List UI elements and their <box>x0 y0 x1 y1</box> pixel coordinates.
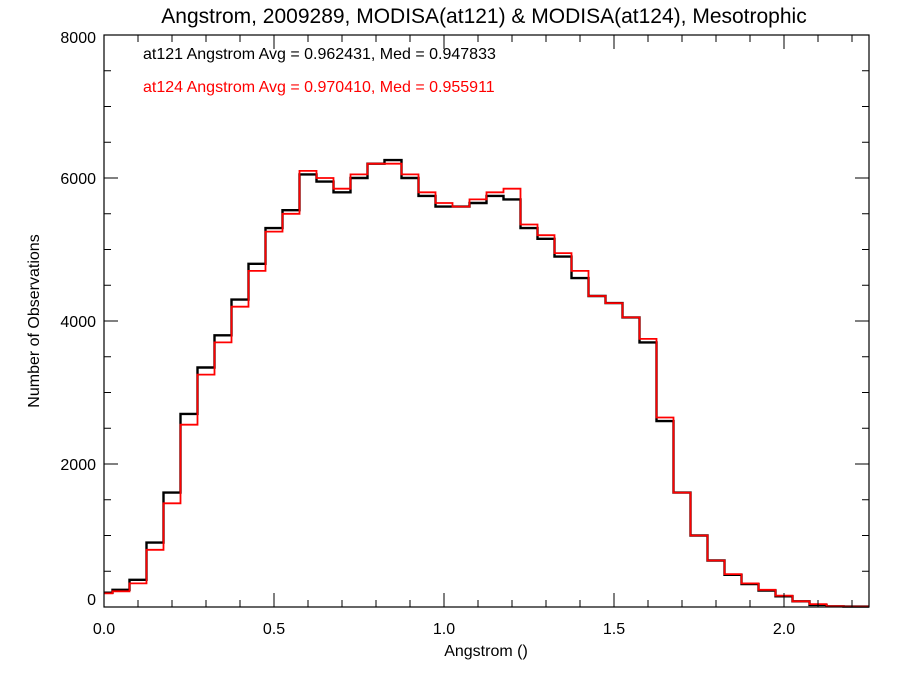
y-axis-label: Number of Observations <box>26 234 43 407</box>
series-layer <box>104 158 869 608</box>
annotation-at124: at124 Angstrom Avg = 0.970410, Med = 0.9… <box>143 79 495 96</box>
x-tick-label: 0.5 <box>263 621 285 638</box>
x-tick-label: 2.0 <box>773 621 795 638</box>
axes-layer: 0.0 0.5 1.0 1.5 2.0 0 2000 4000 6000 8000 <box>60 30 870 638</box>
chart-title: Angstrom, 2009289, MODISA(at121) & MODIS… <box>161 5 806 28</box>
y-tick-label: 2000 <box>60 457 96 474</box>
x-tick-label: 1.5 <box>603 621 625 638</box>
y-tick-label: 0 <box>87 592 96 609</box>
x-tick-label: 0.0 <box>93 621 115 638</box>
plot-frame <box>103 34 870 608</box>
annotation-at121: at121 Angstrom Avg = 0.962431, Med = 0.9… <box>143 46 496 63</box>
y-tick-label: 4000 <box>60 314 96 331</box>
x-tick-label: 1.0 <box>433 621 455 638</box>
y-tick-label: 6000 <box>60 171 96 188</box>
y-tick-label: 8000 <box>60 30 96 47</box>
x-axis-label: Angstrom () <box>444 643 528 660</box>
series-line-1 <box>104 162 869 608</box>
series-line-0 <box>104 158 869 608</box>
